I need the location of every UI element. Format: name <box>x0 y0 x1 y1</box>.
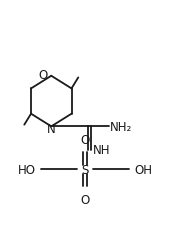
Text: HO: HO <box>18 163 36 176</box>
Text: OH: OH <box>134 163 152 176</box>
Text: NH₂: NH₂ <box>110 120 133 133</box>
Text: NH: NH <box>93 143 110 156</box>
Text: O: O <box>38 69 47 82</box>
Text: O: O <box>80 193 90 206</box>
Text: S: S <box>81 163 89 176</box>
Text: N: N <box>47 122 56 135</box>
Text: O: O <box>80 133 90 146</box>
